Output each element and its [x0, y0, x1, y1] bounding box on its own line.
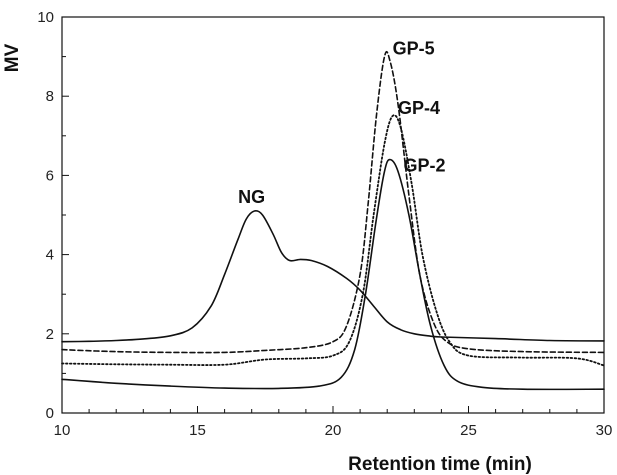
- series-line-gp-4: [61, 114, 605, 367]
- x-tick-label: 20: [325, 422, 342, 439]
- series-line-gp-5: [61, 50, 605, 354]
- annotation-gp-5: GP-5: [393, 39, 435, 59]
- annotations: NG GP-5 GP-4 GP-2: [238, 39, 445, 207]
- annotation-ng: NG: [238, 187, 265, 207]
- x-tick-label: 25: [460, 422, 477, 439]
- series-line-gp-2: [61, 158, 605, 391]
- plot-frame: [61, 16, 605, 414]
- y-tick-label: 0: [46, 405, 54, 422]
- axes: [61, 16, 605, 414]
- x-tick-label: 10: [54, 422, 71, 439]
- y-tick-label: 8: [46, 88, 54, 105]
- series-group: [61, 50, 605, 391]
- annotation-gp-4: GP-4: [398, 98, 440, 118]
- y-tick-label: 2: [46, 326, 54, 343]
- annotation-gp-2: GP-2: [403, 155, 445, 175]
- x-axis-label: Retention time (min): [348, 454, 532, 475]
- series-line-ng: [61, 210, 605, 343]
- y-tick-label: 6: [46, 167, 54, 184]
- y-axis-label: MV: [2, 43, 23, 72]
- x-tick-label: 15: [189, 422, 206, 439]
- x-tick-label: 30: [596, 422, 613, 439]
- axis-ticks: 10 15 20 25 30 0 2 4 6 8 10: [37, 9, 612, 439]
- y-tick-label: 4: [46, 247, 54, 264]
- y-tick-label: 10: [37, 9, 54, 26]
